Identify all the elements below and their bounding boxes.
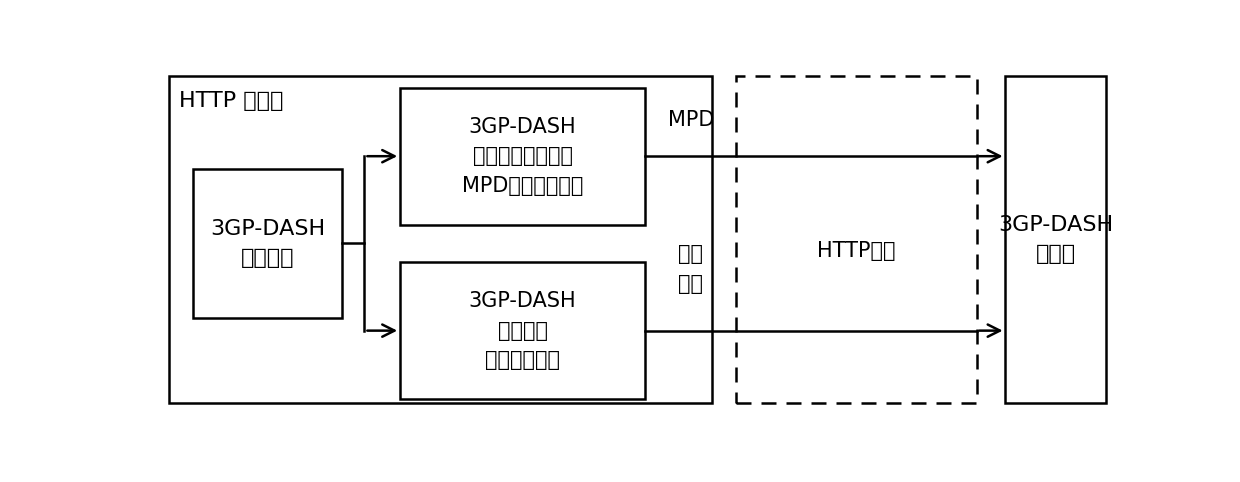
Text: HTTP缓存: HTTP缓存 [817, 241, 895, 261]
Text: 3GP-DASH
内容准备: 3GP-DASH 内容准备 [211, 219, 325, 268]
Text: 3GP-DASH
客户端: 3GP-DASH 客户端 [998, 215, 1114, 265]
Text: 媒体
分片: 媒体 分片 [678, 244, 703, 294]
Text: HTTP 服务器: HTTP 服务器 [179, 91, 284, 111]
Bar [1006, 76, 1106, 403]
Text: MPD: MPD [667, 110, 714, 130]
Text: 3GP-DASH
媒体表示描述文件
MPD传送功能模块: 3GP-DASH 媒体表示描述文件 MPD传送功能模块 [461, 117, 583, 196]
Bar [401, 262, 645, 399]
Bar [737, 76, 977, 403]
Text: 3GP-DASH
媒体分片
传送功能模块: 3GP-DASH 媒体分片 传送功能模块 [469, 291, 577, 370]
Bar [401, 88, 645, 225]
Bar [193, 169, 342, 318]
Bar [170, 76, 712, 403]
